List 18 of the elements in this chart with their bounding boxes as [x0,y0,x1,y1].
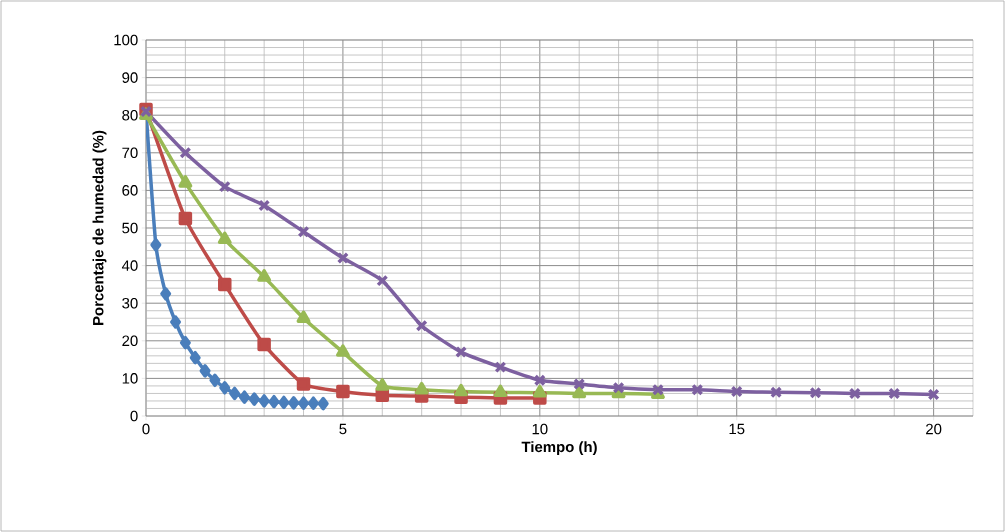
x-tick-label: 0 [142,423,150,435]
x-tick-label: 5 [339,423,347,435]
y-tick-label: 30 [122,297,138,309]
y-tick-label: 90 [122,72,138,83]
y-tick-label: 70 [122,147,138,159]
y-tick-label: 60 [122,185,138,196]
y-tick-label: 10 [122,373,138,384]
y-tick-label: 80 [122,109,138,121]
y-tick-label: 40 [121,260,138,271]
y-tick-label: 20 [122,335,138,347]
y-tick-label: 50 [122,222,138,234]
y-tick-label: 0 [130,410,138,422]
x-tick-label: 10 [532,423,548,435]
x-axis-title: Tiempo (h) [521,441,597,456]
x-tick-label: 15 [729,423,745,435]
y-axis-title: Porcentaje de humedad (%) [92,130,107,325]
x-tick-label: 20 [926,423,942,435]
y-tick-label: 100 [114,34,138,46]
